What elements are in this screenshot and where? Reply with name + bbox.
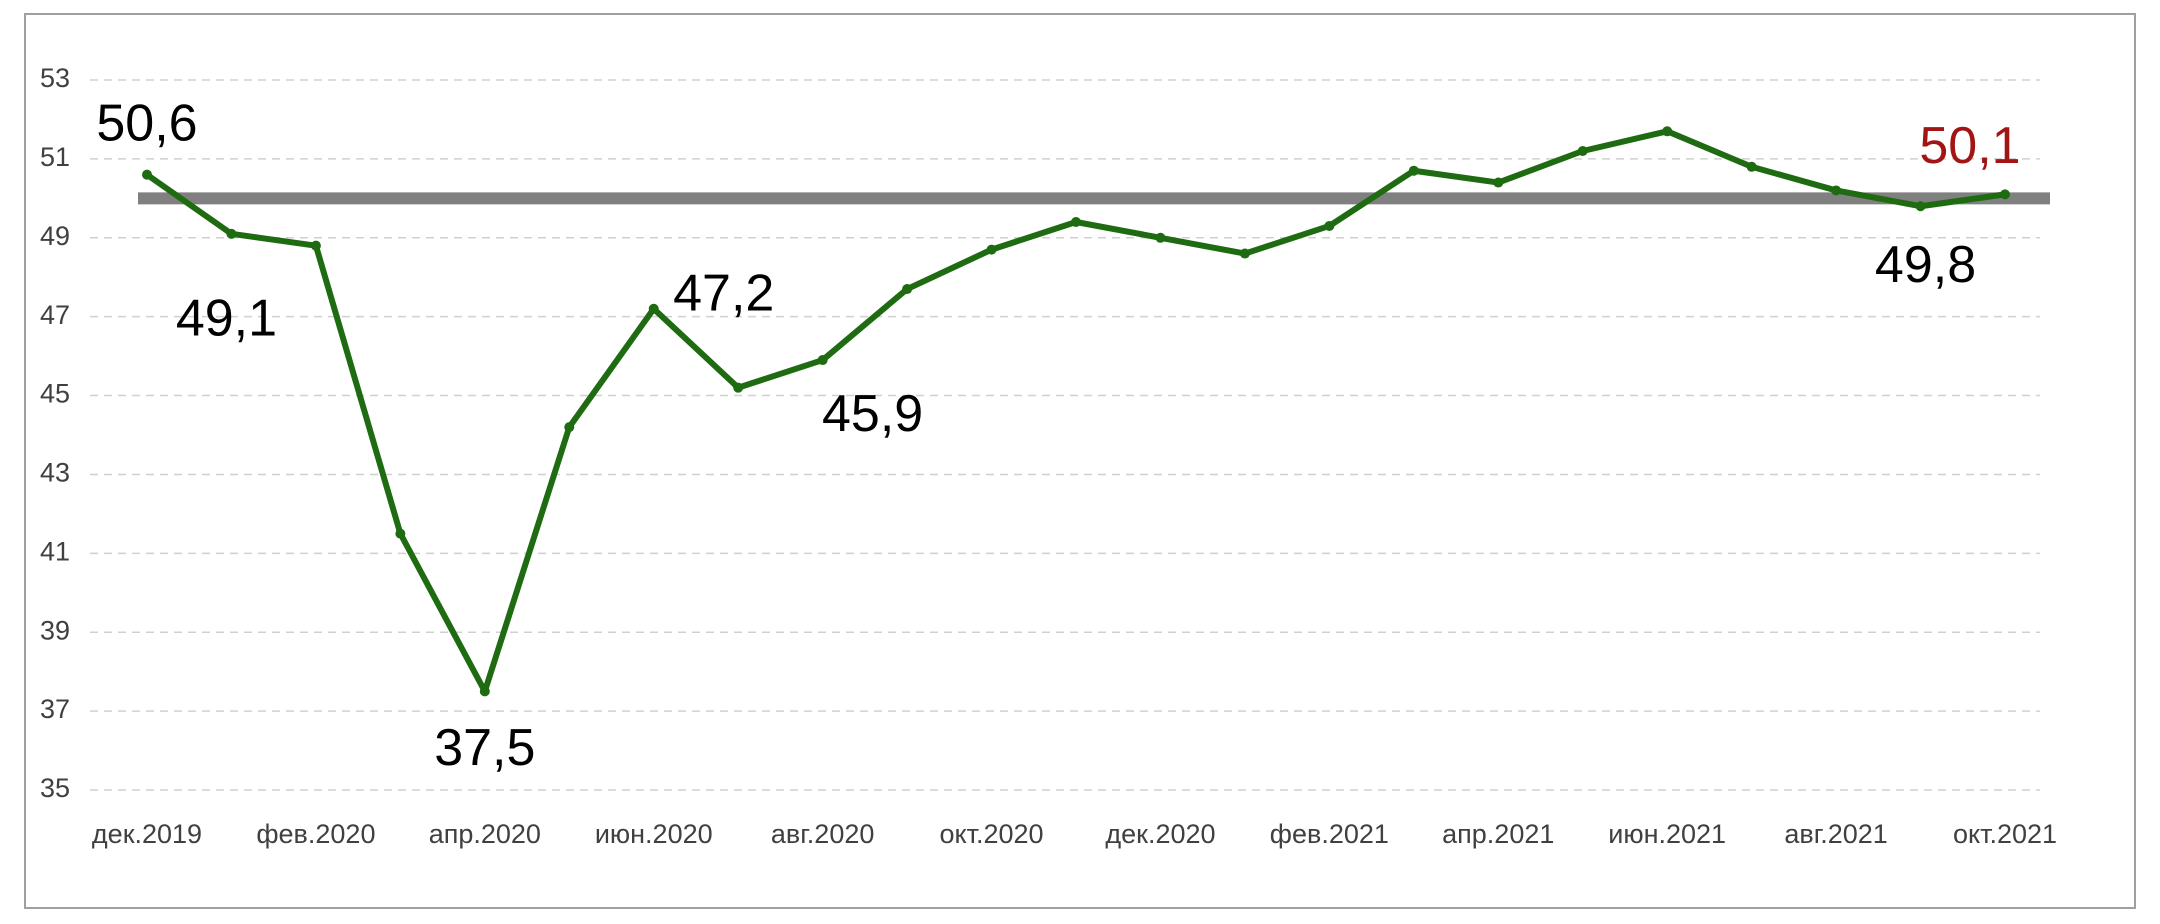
- point: [142, 169, 152, 180]
- x-tick-label: апр.2020: [429, 819, 541, 849]
- point: [733, 382, 744, 393]
- data-label: 50,6: [96, 94, 197, 152]
- point: [1746, 161, 1757, 172]
- data-label: 45,9: [822, 385, 923, 443]
- point: [1155, 232, 1166, 243]
- data-label: 37,5: [434, 719, 535, 777]
- data-label: 47,2: [673, 265, 774, 323]
- point: [564, 422, 575, 433]
- x-tick-label: апр.2021: [1442, 819, 1554, 849]
- y-tick-label: 43: [40, 458, 70, 488]
- x-tick-label: дек.2019: [92, 819, 202, 849]
- point: [1408, 165, 1419, 176]
- point: [1662, 126, 1673, 137]
- point: [310, 240, 321, 251]
- x-tick-label: авг.2020: [771, 819, 874, 849]
- point: [1577, 146, 1588, 156]
- point: [2000, 189, 2010, 200]
- point: [902, 284, 913, 295]
- x-tick-label: окт.2021: [1953, 819, 2057, 849]
- point: [1915, 201, 1926, 212]
- y-tick-label: 51: [40, 142, 70, 172]
- x-tick-label: фев.2020: [256, 819, 375, 849]
- y-tick-label: 49: [40, 221, 70, 251]
- y-tick-label: 37: [40, 694, 70, 724]
- y-tick-label: 35: [40, 773, 70, 803]
- point: [395, 528, 406, 539]
- point: [1324, 220, 1335, 231]
- data-label: 50,1: [1919, 117, 2020, 175]
- y-tick-label: 45: [40, 379, 70, 409]
- frame: [24, 13, 2136, 909]
- point: [648, 303, 659, 314]
- point: [986, 244, 997, 255]
- point: [1493, 177, 1504, 188]
- point: [1831, 185, 1842, 196]
- point: [226, 228, 237, 239]
- x-tick-label: авг.2021: [1784, 819, 1887, 849]
- x-tick-label: окт.2020: [940, 819, 1044, 849]
- x-tick-label: фев.2021: [1270, 819, 1389, 849]
- point: [1071, 217, 1081, 227]
- y-tick-label: 47: [40, 300, 70, 330]
- data-label: 49,8: [1875, 236, 1976, 294]
- x-tick-label: июн.2020: [595, 819, 713, 849]
- point: [817, 355, 828, 366]
- x-tick-label: июн.2021: [1608, 819, 1726, 849]
- y-tick-label: 41: [40, 536, 70, 566]
- x-tick-label: дек.2020: [1105, 819, 1215, 849]
- y-tick-label: 53: [40, 63, 70, 93]
- y-tick-label: 39: [40, 615, 70, 645]
- point: [1239, 248, 1250, 259]
- point: [479, 686, 490, 697]
- data-label: 49,1: [176, 290, 277, 348]
